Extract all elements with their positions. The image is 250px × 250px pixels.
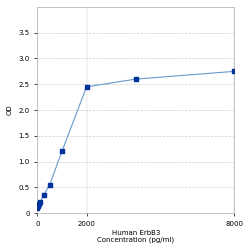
Y-axis label: OD: OD [7, 105, 13, 115]
Point [36, 206, 40, 210]
Point [84, 85, 88, 89]
Point [37, 202, 41, 206]
Point [134, 77, 138, 81]
X-axis label: Human ErbB3
Concentration (pg/ml): Human ErbB3 Concentration (pg/ml) [97, 230, 174, 243]
Point [60, 149, 64, 153]
Point [232, 70, 236, 73]
Point [48, 183, 52, 187]
Point [42, 193, 46, 197]
Point [36, 204, 40, 208]
Point [38, 200, 42, 204]
